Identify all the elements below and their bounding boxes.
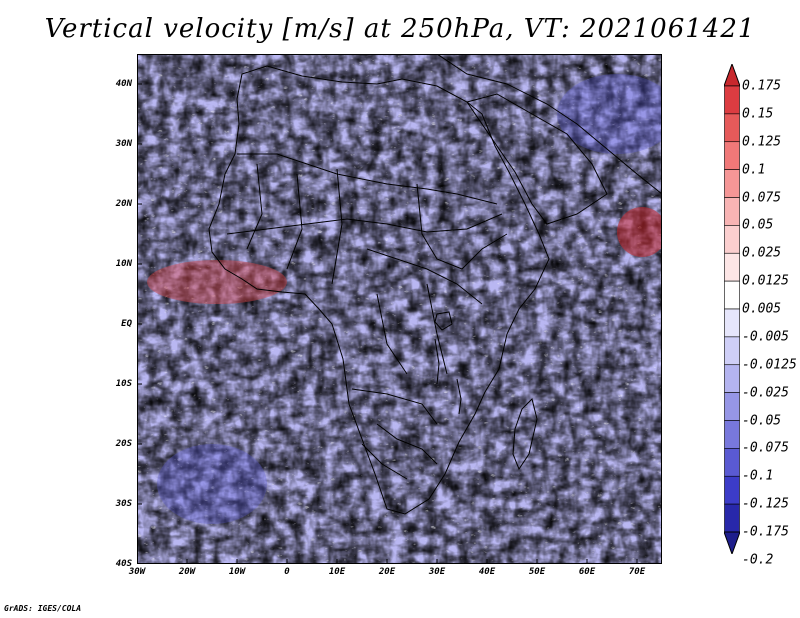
arabian-sea-updraft-region [617,207,662,257]
map-panel [137,54,662,564]
colorbar-swatch [724,475,740,505]
longitude-label: 10E [328,567,346,577]
colorbar-swatch [724,141,740,170]
latitude-label: 30S [115,499,132,509]
latitude-label: 10S [115,379,132,389]
latitude-label: 30N [115,139,132,149]
colorbar-swatch [724,364,740,393]
africa-coastline [208,65,550,515]
atlantic-updraft-region [147,260,287,304]
south-atlantic-downdraft-region [157,444,267,524]
asia-coastline [436,54,662,195]
colorbar-swatch [724,308,740,338]
colorbar-label: 0.075 [742,190,782,205]
colorbar-swatch [724,169,740,198]
longitude-label: 40E [478,567,496,577]
madagascar-coastline [512,398,538,471]
colorbar-label: 0.175 [742,78,782,94]
longitude-label: 50E [528,567,546,577]
colorbar-label: 0.025 [742,245,782,261]
colorbar-label: 0.1 [742,162,766,178]
latitude-label: 20S [115,439,132,449]
colorbar-label: -0.125 [742,496,789,512]
colorbar-label: -0.0125 [742,357,797,373]
colorbar-swatch [724,197,740,226]
longitude-label: 60E [578,567,596,577]
colorbar-label: 0.0125 [742,273,789,289]
west-africa-borders [246,163,343,285]
lake-victoria [434,311,453,331]
east-africa-borders [416,183,508,270]
colorbar-swatch [724,252,740,282]
colorbar-label: -0.2 [742,552,774,568]
colorbar-swatch [724,280,740,310]
colorbar-label: -0.025 [742,385,789,401]
latitude-label: EQ [121,319,132,329]
longitude-label: 10W [228,567,246,577]
sahel-borders [226,213,503,235]
latitude-label: 40N [115,79,132,89]
longitude-label: 20E [378,567,396,577]
colorbar-label: 0.125 [742,134,782,150]
lake-tanganyika [434,338,440,385]
colorbar-min-arrow [724,531,740,554]
colorbar-swatch [724,503,740,533]
asia-downdraft-region [557,74,662,154]
latitude-label: 20N [115,199,132,209]
central-africa-borders [366,248,483,375]
lake-malawi [456,378,462,415]
sahara-borders [237,153,498,205]
latitude-label: 40S [115,559,132,569]
southern-africa-borders [351,388,438,480]
colorbar-label: -0.05 [742,413,782,428]
colorbar-swatch [724,448,740,477]
latitude-label: 10N [115,259,132,269]
colorbar-max-arrow [724,64,740,87]
colorbar-swatch [724,85,740,115]
longitude-label: 0 [284,567,290,577]
arabia-coastline [466,93,608,225]
colorbar-label: -0.005 [742,329,789,345]
velocity-map [137,54,662,564]
country-borders [208,54,662,515]
colorbar-label: 0.05 [742,217,774,233]
colorbar-swatch [724,113,740,143]
grads-credit: GrADS: IGES/COLA [4,604,82,613]
colorbar-swatch [724,336,740,366]
near-zero-field [137,54,662,564]
longitude-label: 30W [128,567,146,577]
colorbar-label: 0.15 [742,106,774,122]
colorbar-swatch [724,225,740,254]
colorbar-label: -0.175 [742,524,789,540]
longitude-label: 20W [178,567,196,577]
colorbar-swatch [724,392,740,421]
plot-title: Vertical velocity [m/s] at 250hPa, VT: 2… [44,14,756,44]
colorbar-label: -0.1 [742,468,774,484]
longitude-label: 30E [428,567,446,577]
colorbar-label: -0.075 [742,440,789,456]
longitude-label: 70E [628,567,646,577]
colorbar-swatch [724,420,740,449]
colorbar-label: 0.005 [742,301,782,317]
colorbar [724,64,740,554]
map-frame [137,54,662,564]
